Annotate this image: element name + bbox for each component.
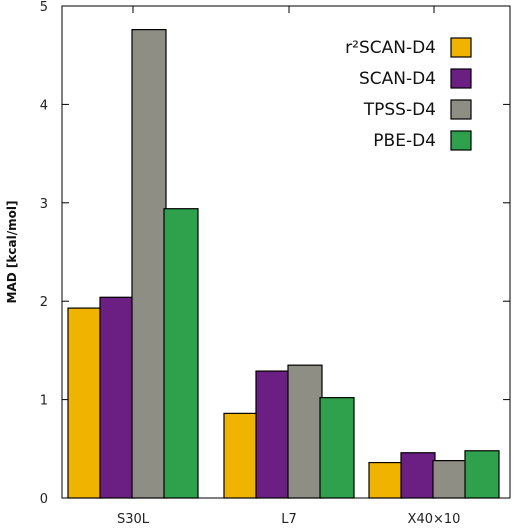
y-tick-label: 1 <box>40 394 48 409</box>
y-tick-label: 5 <box>40 0 48 15</box>
bar-tpss-d4-x40-10 <box>432 460 468 499</box>
x-tick-label: L7 <box>281 512 297 527</box>
legend-label: PBE-D4 <box>373 131 436 151</box>
x-tick-label: S30L <box>117 512 150 527</box>
bar-tpss-d4-s30l <box>131 29 167 499</box>
legend-swatch <box>450 130 472 151</box>
bar-scan-d4-s30l <box>99 296 135 499</box>
y-tick-label: 2 <box>40 295 48 310</box>
bar-tpss-d4-l7 <box>287 364 323 499</box>
y-axis-ticks: 0 1 2 3 4 5 <box>40 0 510 507</box>
legend: r²SCAN-D4 SCAN-D4 TPSS-D4 PBE-D4 <box>345 37 472 151</box>
legend-label: SCAN-D4 <box>359 69 436 89</box>
y-tick-label: 3 <box>40 197 48 212</box>
bar-pbe-d4-l7 <box>319 397 355 499</box>
x-tick-label: X40×10 <box>408 512 461 527</box>
bar-r-scan-d4-l7 <box>223 412 259 499</box>
bar-r-scan-d4-x40-10 <box>368 461 404 499</box>
legend-label: TPSS-D4 <box>363 100 436 120</box>
y-tick-label: 0 <box>40 492 48 507</box>
y-axis-label: MAD [kcal/mol] <box>5 201 19 304</box>
legend-swatch <box>450 99 472 120</box>
legend-swatch <box>450 37 472 58</box>
legend-swatch <box>450 68 472 89</box>
bars <box>67 29 500 499</box>
bar-pbe-d4-s30l <box>163 208 199 499</box>
bar-scan-d4-x40-10 <box>400 452 436 499</box>
y-tick-label: 4 <box>40 98 48 113</box>
bar-pbe-d4-x40-10 <box>464 450 500 499</box>
legend-label: r²SCAN-D4 <box>345 38 436 58</box>
bar-r-scan-d4-s30l <box>67 307 103 499</box>
bar-scan-d4-l7 <box>255 370 291 499</box>
